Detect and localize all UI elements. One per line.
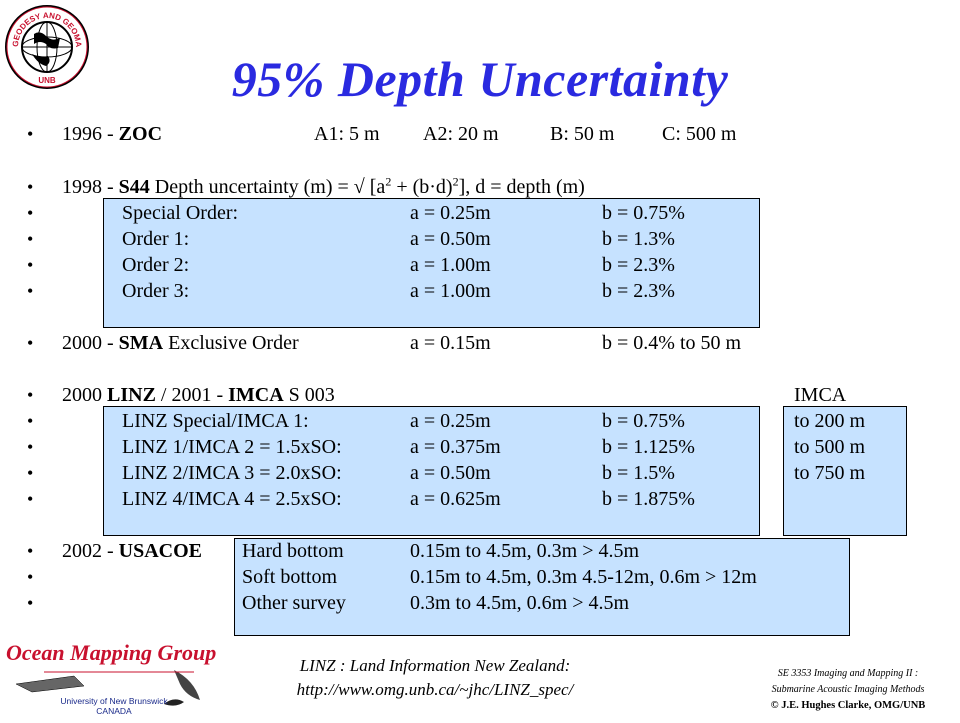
linz-url[interactable]: http://www.omg.unb.ca/~jhc/LINZ_spec/ — [296, 680, 574, 699]
zoc-a2: A2: 20 m — [423, 123, 499, 145]
unb-name: University of New Brunswick CANADA — [34, 696, 194, 716]
linz-row-a: a = 0.50m — [410, 462, 491, 484]
linz-heading: 2000 LINZ / 2001 - IMCA S 003 — [62, 384, 335, 406]
s44-row-b: b = 2.3% — [602, 280, 675, 302]
usacoe-row-label: Soft bottom — [242, 566, 338, 588]
usacoe-row-label: Hard bottom — [242, 540, 344, 562]
omg-logo-graphic — [14, 664, 214, 718]
bullet: • — [27, 203, 34, 223]
s44-heading: 1998 - S44 Depth uncertainty (m) = √ [a2… — [62, 174, 585, 198]
s44-row-label: Order 2: — [122, 254, 190, 276]
linz-row-b: b = 1.875% — [602, 488, 695, 510]
sma-heading: 2000 - SMA Exclusive Order — [62, 332, 299, 354]
linz-row-a: a = 0.375m — [410, 436, 501, 458]
usacoe-heading: 2002 - USACOE — [62, 540, 203, 562]
course-title: SE 3353 Imaging and Mapping II : — [777, 668, 919, 679]
bullet: • — [27, 541, 34, 561]
zoc-b: B: 50 m — [550, 123, 615, 145]
bullet: • — [27, 124, 34, 144]
s44-row-b: b = 0.75% — [602, 202, 685, 224]
bullet: • — [27, 385, 34, 405]
bullet: • — [27, 411, 34, 431]
ship-sonar-icon — [15, 670, 200, 706]
bullet: • — [27, 229, 34, 249]
imca-depth: to 200 m — [794, 410, 866, 432]
course-subtitle: Submarine Acoustic Imaging Methods — [771, 684, 925, 695]
imca-depth: to 750 m — [794, 462, 866, 484]
bullet: • — [27, 333, 34, 353]
usacoe-row-value: 0.15m to 4.5m, 0.3m 4.5-12m, 0.6m > 12m — [410, 566, 757, 588]
linz-definition: LINZ : Land Information New Zealand: — [299, 656, 571, 675]
bullet: • — [27, 489, 34, 509]
zoc-c: C: 500 m — [662, 123, 737, 145]
s44-row-label: Order 1: — [122, 228, 190, 250]
s44-row-b: b = 2.3% — [602, 254, 675, 276]
linz-row-b: b = 1.125% — [602, 436, 695, 458]
imca-depth-box — [783, 406, 907, 536]
imca-column-header: IMCA — [794, 384, 847, 406]
linz-row-b: b = 0.75% — [602, 410, 685, 432]
linz-row-label: LINZ 4/IMCA 4 = 2.5xSO: — [122, 488, 342, 510]
usacoe-row-value: 0.15m to 4.5m, 0.3m > 4.5m — [410, 540, 640, 562]
unb-line: University of New Brunswick — [60, 696, 168, 706]
zoc-heading: 1996 - ZOC — [62, 123, 163, 145]
page-title: 95% Depth Uncertainty — [231, 51, 729, 107]
s44-row-b: b = 1.3% — [602, 228, 675, 250]
linz-row-label: LINZ 2/IMCA 3 = 2.0xSO: — [122, 462, 342, 484]
linz-row-a: a = 0.625m — [410, 488, 501, 510]
usacoe-row-label: Other survey — [242, 592, 346, 614]
unb-country: CANADA — [96, 706, 132, 716]
s44-row-a: a = 1.00m — [410, 254, 491, 276]
bullet: • — [27, 255, 34, 275]
globe-logo-icon: GEODESY AND GEOMATICS ENGINEERING UNB — [1, 0, 89, 89]
s44-row-a: a = 0.25m — [410, 202, 491, 224]
usacoe-row-value: 0.3m to 4.5m, 0.6m > 4.5m — [410, 592, 630, 614]
bullet: • — [27, 463, 34, 483]
sma-b: b = 0.4% to 50 m — [602, 332, 742, 354]
imca-depth: to 500 m — [794, 436, 866, 458]
zoc-a1: A1: 5 m — [314, 123, 380, 145]
linz-row-b: b = 1.5% — [602, 462, 675, 484]
unb-logo: GEODESY AND GEOMATICS ENGINEERING UNB — [1, 0, 90, 90]
s44-row-label: Special Order: — [122, 202, 239, 224]
s44-orders-box — [103, 198, 760, 328]
linz-row-label: LINZ 1/IMCA 2 = 1.5xSO: — [122, 436, 342, 458]
linz-row-a: a = 0.25m — [410, 410, 491, 432]
linz-orders-box — [103, 406, 760, 536]
bullet: • — [27, 437, 34, 457]
s44-row-a: a = 0.50m — [410, 228, 491, 250]
linz-row-label: LINZ Special/IMCA 1: — [122, 410, 309, 432]
bullet: • — [27, 567, 34, 587]
s44-row-label: Order 3: — [122, 280, 190, 302]
usacoe-box — [234, 538, 850, 636]
svg-text:UNB: UNB — [38, 76, 56, 85]
s44-row-a: a = 1.00m — [410, 280, 491, 302]
omg-logo-text: Ocean Mapping Group — [6, 640, 217, 665]
bullet: • — [27, 177, 34, 197]
bullet: • — [27, 281, 34, 301]
copyright: © J.E. Hughes Clarke, OMG/UNB — [770, 700, 926, 711]
sma-a: a = 0.15m — [410, 332, 491, 354]
bullet: • — [27, 593, 34, 613]
